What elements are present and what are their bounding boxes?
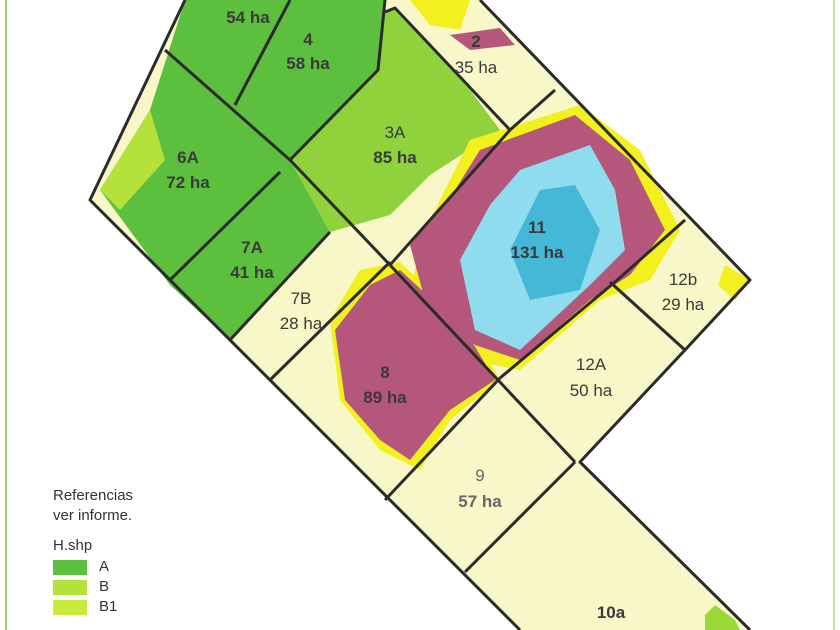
lot-12a-id: 12A — [576, 355, 607, 374]
boundary-3a-2 — [384, 6, 512, 266]
parcel-boundaries — [88, 0, 752, 630]
boundary-12b-12a — [608, 280, 687, 352]
boundary-6a-top — [164, 48, 392, 267]
legend-swatch-b — [53, 579, 87, 595]
lot-7a-area: 41 ha — [230, 263, 274, 282]
lot-6a-id: 6A — [177, 148, 199, 167]
zone-yellow-2 — [410, 0, 470, 30]
boundary-8-9 — [383, 376, 502, 502]
boundary-7b-8 — [268, 260, 392, 382]
lot-8-id: 8 — [380, 363, 389, 382]
lot-2-id: 2 — [471, 32, 480, 51]
boundary-8-12a — [388, 263, 577, 464]
boundary-outer-west — [88, 0, 522, 630]
lot-3a-id: 3A — [385, 123, 406, 142]
lot-54-area: 54 ha — [226, 8, 270, 27]
boundary-54-4 — [233, 0, 292, 106]
lot-12a-area: 50 ha — [570, 381, 613, 400]
lot-8-area: 89 ha — [363, 388, 407, 407]
boundary-4-3a — [288, 0, 387, 162]
lot-3a-area: 85 ha — [373, 148, 417, 167]
zone-a-northwest — [100, 0, 385, 340]
zone-yellow-12b — [718, 265, 750, 300]
legend-item-a: A — [53, 558, 133, 576]
legend-swatch-b1 — [53, 599, 87, 615]
legend-title-line2: ver informe. — [53, 507, 133, 524]
zone-cyan-dark-11 — [510, 185, 600, 300]
legend-title-line1: Referencias — [53, 487, 134, 504]
legend-layer-name: H.shp — [53, 537, 93, 554]
legend-label-b: B — [99, 578, 110, 595]
lot-11-id: 11 — [528, 218, 546, 237]
zone-b-edge — [100, 110, 165, 210]
legend-label-a: A — [99, 558, 110, 575]
legend-item-b1: B1 — [53, 598, 133, 616]
lot-7b-id: 7B — [291, 289, 312, 308]
legend-label-b1: B1 — [99, 598, 118, 615]
lot-6a-area: 72 ha — [166, 173, 210, 192]
lot-4-area: 58 ha — [286, 54, 330, 73]
lot-4-id: 4 — [303, 30, 313, 49]
zone-purple-8 — [335, 270, 495, 460]
boundary-6a-7a — [168, 170, 282, 282]
lot-labels: 54 ha 4 58 ha 2 35 ha 3A 85 ha 6A 72 ha … — [166, 8, 705, 622]
lot-2-area: 35 ha — [455, 58, 498, 77]
zone-purple-2 — [450, 28, 515, 50]
boundary-11-12 — [499, 218, 686, 380]
map-legend: Referencias ver informe. H.shp A B B1 — [53, 486, 133, 618]
frame-border-right — [833, 0, 835, 630]
legend-item-b: B — [53, 578, 133, 596]
lot-12b-id: 12b — [669, 270, 697, 289]
zone-b-3a — [290, 10, 500, 232]
boundary-2-11 — [509, 88, 556, 132]
lot-11-area: 131 ha — [511, 243, 564, 262]
lot-7b-area: 28 ha — [280, 314, 323, 333]
lot-9-area: 57 ha — [458, 492, 502, 511]
lot-10a-id: 10a — [597, 603, 626, 622]
legend-swatch-a — [53, 559, 87, 575]
frame-border-left — [5, 0, 7, 630]
boundary-9-10a — [463, 460, 577, 574]
lot-7a-id: 7A — [241, 238, 263, 257]
zone-b-10a — [705, 605, 740, 630]
lot-12b-area: 29 ha — [662, 295, 705, 314]
lot-9-id: 9 — [475, 466, 484, 485]
boundary-7a-7b — [228, 230, 332, 342]
